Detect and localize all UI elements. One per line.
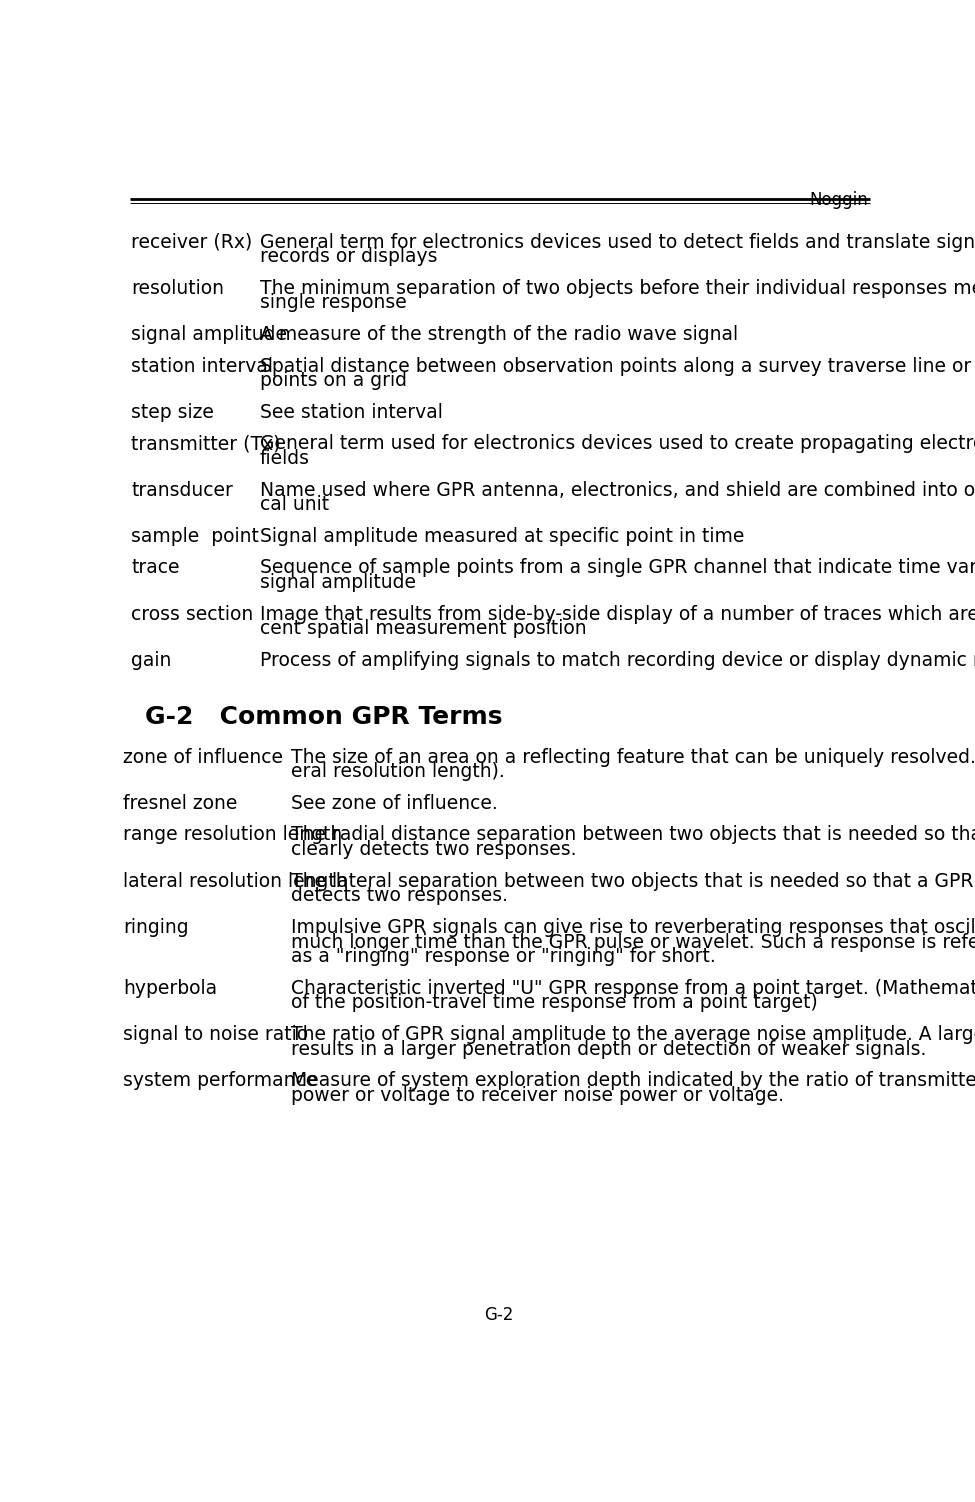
Text: detects two responses.: detects two responses. <box>291 886 508 906</box>
Text: The radial distance separation between two objects that is needed so that a GPR: The radial distance separation between t… <box>291 826 975 844</box>
Text: A measure of the strength of the radio wave signal: A measure of the strength of the radio w… <box>259 324 738 344</box>
Text: cent spatial measurement position: cent spatial measurement position <box>259 619 586 638</box>
Text: transmitter (Tx): transmitter (Tx) <box>132 434 281 454</box>
Text: Characteristic inverted "U" GPR response from a point target. (Mathematical form: Characteristic inverted "U" GPR response… <box>291 979 975 997</box>
Text: G-2   Common GPR Terms: G-2 Common GPR Terms <box>145 706 503 730</box>
Text: cal unit: cal unit <box>259 496 329 514</box>
Text: points on a grid: points on a grid <box>259 371 407 391</box>
Text: The minimum separation of two objects before their individual responses merge in: The minimum separation of two objects be… <box>259 279 975 297</box>
Text: hyperbola: hyperbola <box>124 979 217 997</box>
Text: fresnel zone: fresnel zone <box>124 795 238 813</box>
Text: Name used where GPR antenna, electronics, and shield are combined into one physi: Name used where GPR antenna, electronics… <box>259 481 975 500</box>
Text: single response: single response <box>259 293 407 312</box>
Text: clearly detects two responses.: clearly detects two responses. <box>291 840 576 859</box>
Text: lateral resolution length: lateral resolution length <box>124 871 348 891</box>
Text: gain: gain <box>132 650 172 670</box>
Text: Noggin: Noggin <box>809 191 868 209</box>
Text: fields: fields <box>259 449 310 469</box>
Text: signal amplitude: signal amplitude <box>259 572 415 592</box>
Text: Spatial distance between observation points along a survey traverse line or mesh: Spatial distance between observation poi… <box>259 356 975 376</box>
Text: General term used for electronics devices used to create propagating electromagn: General term used for electronics device… <box>259 434 975 454</box>
Text: cross section: cross section <box>132 604 254 623</box>
Text: Sequence of sample points from a single GPR channel that indicate time variation: Sequence of sample points from a single … <box>259 559 975 577</box>
Text: system performance: system performance <box>124 1071 318 1090</box>
Text: zone of influence: zone of influence <box>124 748 284 766</box>
Text: Measure of system exploration depth indicated by the ratio of transmitter output: Measure of system exploration depth indi… <box>291 1071 975 1090</box>
Text: trace: trace <box>132 559 179 577</box>
Text: eral resolution length).: eral resolution length). <box>291 763 505 781</box>
Text: signal to noise ratio: signal to noise ratio <box>124 1024 308 1044</box>
Text: See zone of influence.: See zone of influence. <box>291 795 497 813</box>
Text: transducer: transducer <box>132 481 233 500</box>
Text: much longer time than the GPR pulse or wavelet. Such a response is referred to: much longer time than the GPR pulse or w… <box>291 933 975 952</box>
Text: Signal amplitude measured at specific point in time: Signal amplitude measured at specific po… <box>259 527 744 545</box>
Text: step size: step size <box>132 403 214 422</box>
Text: as a "ringing" response or "ringing" for short.: as a "ringing" response or "ringing" for… <box>291 948 716 966</box>
Text: Impulsive GPR signals can give rise to reverberating responses that oscillate fo: Impulsive GPR signals can give rise to r… <box>291 918 975 937</box>
Text: resolution: resolution <box>132 279 224 297</box>
Text: The ratio of GPR signal amplitude to the average noise amplitude. A large ratio: The ratio of GPR signal amplitude to the… <box>291 1024 975 1044</box>
Text: Image that results from side-by-side display of a number of traces which are fro: Image that results from side-by-side dis… <box>259 604 975 623</box>
Text: station interval: station interval <box>132 356 273 376</box>
Text: The lateral separation between two objects that is needed so that a GPR clearly: The lateral separation between two objec… <box>291 871 975 891</box>
Text: results in a larger penetration depth or detection of weaker signals.: results in a larger penetration depth or… <box>291 1039 926 1059</box>
Text: signal amplitude: signal amplitude <box>132 324 288 344</box>
Text: records or displays: records or displays <box>259 248 438 266</box>
Text: receiver (Rx): receiver (Rx) <box>132 233 253 252</box>
Text: of the position-travel time response from a point target): of the position-travel time response fro… <box>291 993 818 1012</box>
Text: See station interval: See station interval <box>259 403 443 422</box>
Text: ringing: ringing <box>124 918 189 937</box>
Text: power or voltage to receiver noise power or voltage.: power or voltage to receiver noise power… <box>291 1086 784 1105</box>
Text: Process of amplifying signals to match recording device or display dynamic range: Process of amplifying signals to match r… <box>259 650 975 670</box>
Text: General term for electronics devices used to detect fields and translate signals: General term for electronics devices use… <box>259 233 975 252</box>
Text: G-2: G-2 <box>485 1305 514 1323</box>
Text: sample  point: sample point <box>132 527 259 545</box>
Text: The size of an area on a reflecting feature that can be uniquely resolved. (See : The size of an area on a reflecting feat… <box>291 748 975 766</box>
Text: range resolution length: range resolution length <box>124 826 342 844</box>
